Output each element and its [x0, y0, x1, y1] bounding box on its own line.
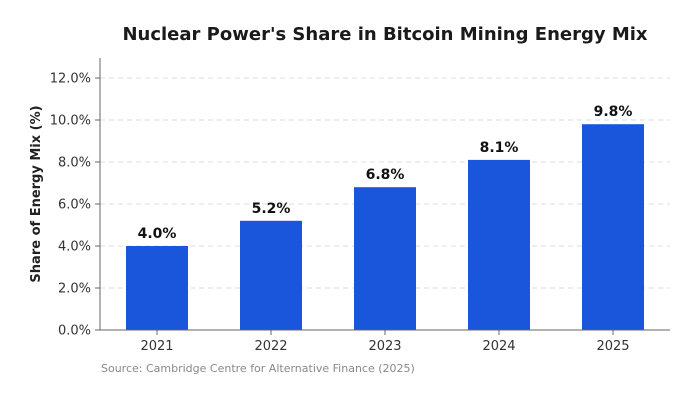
bar-2022	[240, 220, 302, 330]
x-tick-label-2025: 2025	[596, 339, 629, 354]
y-tick-label: 0.0%	[58, 324, 91, 339]
x-tick-label-2022: 2022	[254, 339, 287, 354]
data-label-2021: 4.0%	[138, 226, 177, 242]
data-labels: 4.0% 5.2% 6.8% 8.1% 9.8%	[138, 104, 633, 242]
chart-title: Nuclear Power's Share in Bitcoin Mining …	[122, 24, 647, 45]
y-axis-ticks: 0.0% 2.0% 4.0% 6.0% 8.0% 10.0% 12.0%	[50, 72, 100, 339]
data-label-2023: 6.8%	[366, 167, 405, 183]
y-tick-label: 12.0%	[50, 72, 91, 87]
bar-2021	[126, 246, 188, 330]
data-label-2025: 9.8%	[594, 104, 633, 120]
x-tick-label-2024: 2024	[482, 339, 515, 354]
y-axis-label: Share of Energy Mix (%)	[29, 105, 44, 282]
y-tick-label: 10.0%	[50, 114, 91, 129]
bars	[126, 124, 644, 330]
y-tick-label: 4.0%	[58, 240, 91, 255]
data-label-2022: 5.2%	[252, 201, 291, 217]
y-tick-label: 6.0%	[58, 198, 91, 213]
x-tick-label-2021: 2021	[140, 339, 173, 354]
bar-2023	[354, 187, 416, 330]
x-tick-label-2023: 2023	[368, 339, 401, 354]
data-label-2024: 8.1%	[480, 140, 519, 156]
y-tick-label: 2.0%	[58, 282, 91, 297]
y-tick-label: 8.0%	[58, 156, 91, 171]
bar-2025	[582, 124, 644, 330]
gridlines	[100, 77, 670, 289]
source-note: Source: Cambridge Centre for Alternative…	[101, 362, 415, 375]
bar-2024	[468, 159, 530, 330]
x-axis-ticks: 2021 2022 2023 2024 2025	[140, 330, 630, 354]
